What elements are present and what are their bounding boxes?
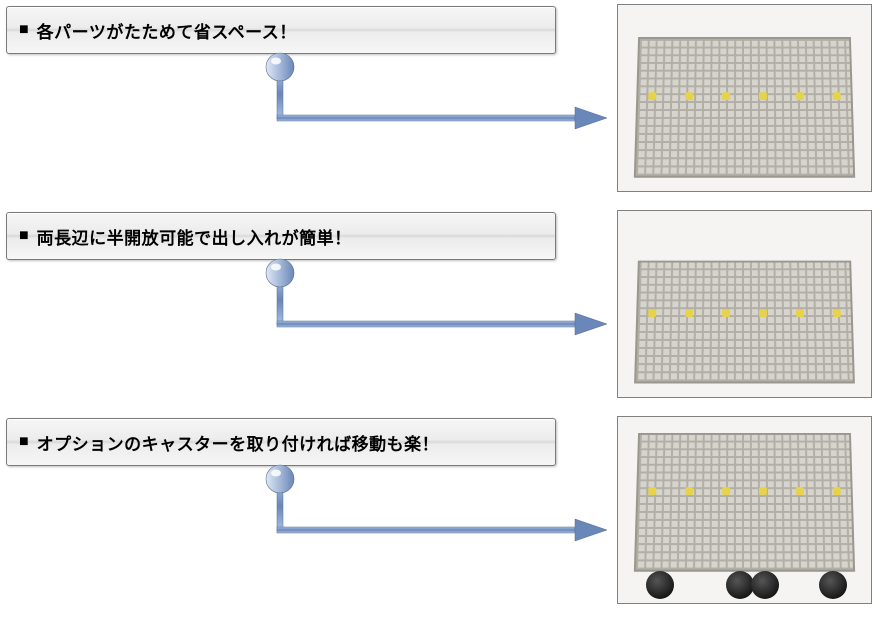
feature-caption: ■ 両長辺に半開放可能で出し入れが簡単！ <box>6 212 556 260</box>
crate-drawing <box>634 37 855 178</box>
bullet-icon: ■ <box>19 21 29 39</box>
caster-wheel-icon <box>819 571 847 599</box>
feature-text: オプションのキャスターを取り付ければ移動も楽！ <box>37 430 440 455</box>
feature-text: 各パーツがたためて省スペース！ <box>37 18 297 43</box>
caster-wheel-icon <box>646 571 674 599</box>
feature-row: ■ オプションのキャスターを取り付ければ移動も楽！ <box>0 412 880 612</box>
product-photo <box>617 416 872 604</box>
feature-row: ■ 各パーツがたためて省スペース！ <box>0 0 880 200</box>
arrow-connector <box>235 45 610 137</box>
caster-wheel-icon <box>726 571 754 599</box>
feature-caption: ■ 各パーツがたためて省スペース！ <box>6 6 556 54</box>
product-photo <box>617 210 872 398</box>
feature-text: 両長辺に半開放可能で出し入れが簡単！ <box>37 224 352 249</box>
crate-drawing <box>634 433 855 572</box>
bullet-icon: ■ <box>19 433 29 451</box>
arrow-connector <box>235 457 610 549</box>
arrow-connector <box>235 251 610 343</box>
bullet-icon: ■ <box>19 227 29 245</box>
crate-drawing <box>634 261 855 384</box>
product-photo <box>617 4 872 192</box>
caster-wheel-icon <box>751 571 779 599</box>
feature-row: ■ 両長辺に半開放可能で出し入れが簡単！ <box>0 206 880 406</box>
feature-caption: ■ オプションのキャスターを取り付ければ移動も楽！ <box>6 418 556 466</box>
